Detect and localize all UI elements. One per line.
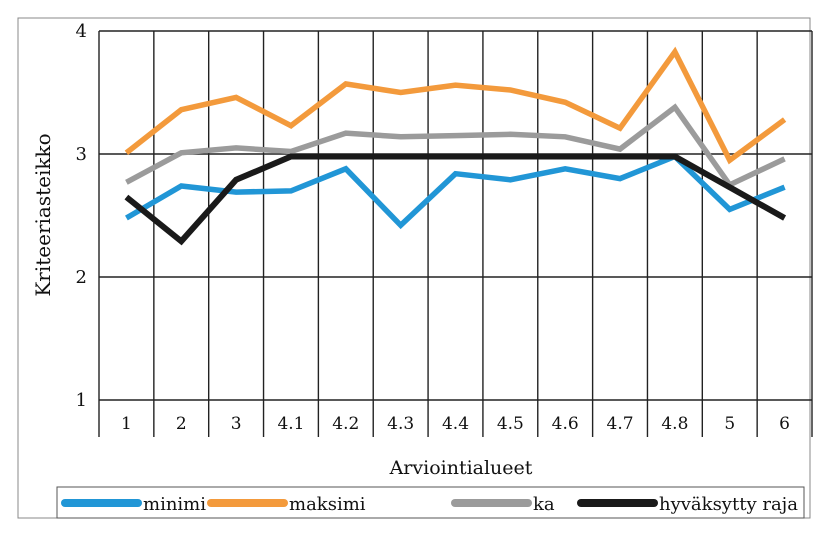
x-tick-label: 4.5	[497, 414, 524, 434]
y-axis-title: Kriteeriasteikko	[31, 133, 55, 296]
x-tick-label: 3	[231, 414, 242, 434]
legend-label: ka	[533, 494, 555, 515]
legend-label: maksimi	[289, 494, 366, 515]
legend-label: minimi	[143, 494, 206, 515]
y-tick-label: 2	[76, 267, 87, 288]
x-tick-label: 4.7	[607, 414, 634, 434]
x-tick-label: 1	[121, 414, 132, 434]
legend-box	[56, 486, 805, 519]
x-tick-label: 5	[724, 414, 735, 434]
x-axis-title: Arviointialueet	[389, 457, 533, 479]
y-tick-label: 1	[76, 390, 87, 411]
y-tick-label: 3	[76, 144, 87, 165]
x-tick-label: 4.8	[661, 414, 688, 434]
x-tick-label: 4.2	[332, 414, 359, 434]
x-tick-label: 6	[779, 414, 790, 434]
x-tick-label: 4.1	[277, 414, 304, 434]
x-tick-label: 2	[176, 414, 187, 434]
legend: minimi maksimi ka hyväksytty raja	[56, 486, 805, 519]
legend-label: hyväksytty raja	[659, 494, 798, 515]
x-tick-label: 4.4	[442, 414, 469, 434]
x-tick-label: 4.6	[552, 414, 579, 434]
series-line-ka	[125, 103, 786, 189]
y-tick-label: 4	[76, 21, 87, 42]
x-tick-label: 4.3	[387, 414, 414, 434]
series-lines	[124, 46, 787, 246]
chart-frame	[17, 17, 811, 519]
axes: 1 2 3 4 1 2 3 4.1 4.2 4.3 4.4 4.5 4.6 4.7 4.8 5 6	[76, 21, 790, 434]
series-line-hyväksytty-raja	[124, 153, 787, 246]
series-line-maksimi	[124, 46, 787, 165]
